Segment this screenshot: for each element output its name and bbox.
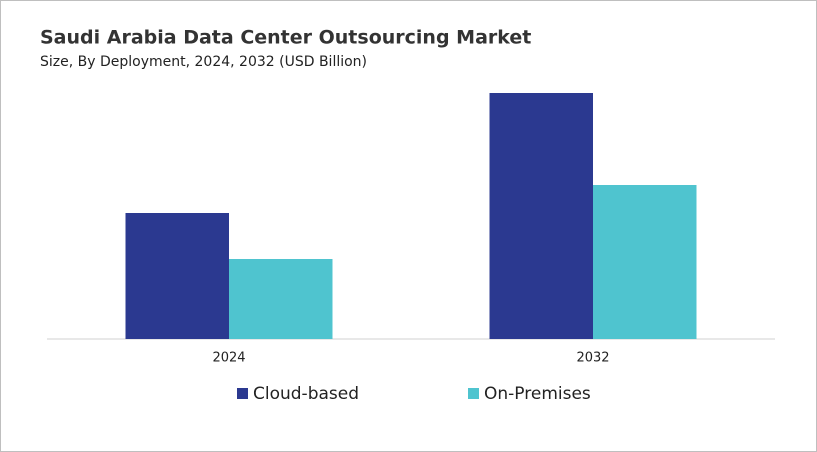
chart-subtitle: Size, By Deployment, 2024, 2032 (USD Bil…	[40, 54, 367, 70]
legend-swatch	[237, 388, 248, 399]
bar	[593, 185, 697, 339]
bar	[125, 213, 229, 339]
chart-title: Saudi Arabia Data Center Outsourcing Mar…	[40, 27, 531, 49]
bar	[489, 93, 593, 339]
x-tick-label: 2024	[212, 351, 245, 366]
bar	[229, 259, 333, 339]
x-tick-label: 2032	[576, 351, 609, 366]
legend-label: Cloud-based	[253, 384, 359, 404]
legend-swatch	[468, 388, 479, 399]
legend-label: On-Premises	[484, 384, 591, 404]
